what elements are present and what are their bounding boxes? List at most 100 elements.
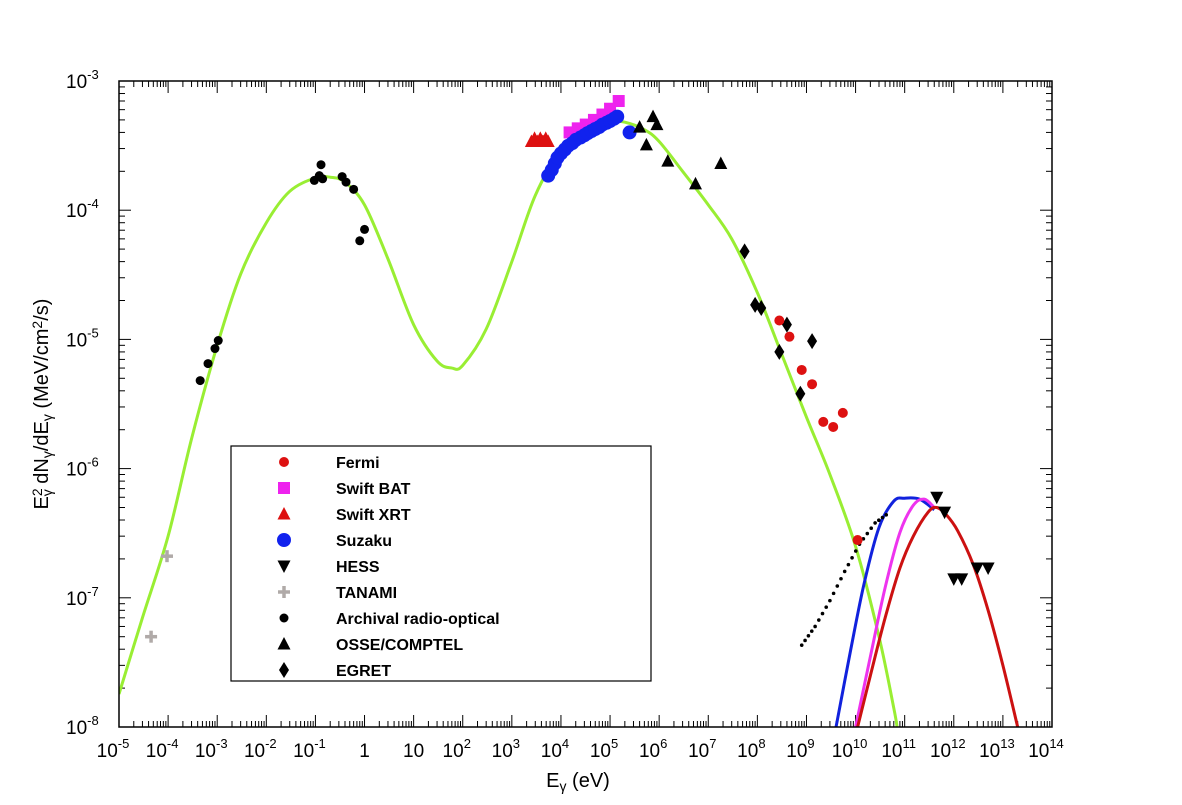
x-tick-base: 10 bbox=[244, 741, 265, 762]
legend-marker-8 bbox=[279, 662, 289, 678]
x-tick-base: 10 bbox=[786, 741, 807, 762]
data-point-triangle-up bbox=[661, 154, 675, 167]
legend-box bbox=[230, 445, 652, 682]
y-tick-label: 10-7 bbox=[66, 584, 99, 610]
x-tick-label: 105 bbox=[590, 736, 618, 762]
model-dot bbox=[869, 526, 874, 531]
y-title-a-sup: 2 bbox=[29, 488, 45, 496]
y-tick-exp: -4 bbox=[87, 196, 99, 211]
data-point-circle-large bbox=[622, 125, 637, 140]
x-tick-base: 10 bbox=[541, 741, 562, 762]
y-tick-label: 10-8 bbox=[66, 713, 99, 739]
y-tick-exp: -8 bbox=[87, 713, 99, 728]
x-tick-base: 10 bbox=[443, 741, 464, 762]
x-tick-labels: 10-5 10-4 10-3 10-2 10-1 1 10 102 103 104 105 106 10… bbox=[97, 736, 1064, 762]
x-tick-label: 1010 bbox=[832, 736, 868, 762]
data-point-circle-small bbox=[203, 359, 213, 369]
data-point-diamond bbox=[756, 299, 767, 316]
model-dot bbox=[813, 624, 817, 629]
model-dot bbox=[806, 634, 811, 638]
x-tick-label: 107 bbox=[688, 736, 716, 762]
model-dot bbox=[835, 584, 840, 588]
model-curve-3 bbox=[856, 505, 1020, 727]
x-axis-title-main: E bbox=[546, 770, 559, 792]
x-tick-base: 10 bbox=[146, 741, 167, 762]
model-curve-0 bbox=[119, 119, 899, 727]
legend-label-2: Swift XRT bbox=[336, 507, 411, 524]
x-tick-base: 10 bbox=[590, 741, 611, 762]
model-dot bbox=[817, 618, 821, 622]
x-tick-base: 1 bbox=[359, 741, 370, 762]
legend-marker-3 bbox=[277, 533, 291, 547]
x-tick-base: 10 bbox=[293, 741, 314, 762]
x-tick-label: 106 bbox=[639, 736, 667, 762]
x-tick-exp: -2 bbox=[265, 736, 277, 751]
x-tick-label: 10-3 bbox=[195, 736, 228, 762]
data-point-diamond bbox=[781, 316, 792, 333]
x-axis-title-sub: γ bbox=[560, 778, 567, 794]
y-tick-exp: -5 bbox=[87, 325, 99, 340]
model-dot bbox=[877, 518, 881, 523]
y-title-c-sub: γ bbox=[39, 414, 55, 421]
x-tick-exp: 9 bbox=[807, 736, 814, 751]
model-dot bbox=[884, 513, 889, 517]
data-point-circle-small bbox=[318, 174, 328, 184]
y-title-d: (MeV/cm bbox=[31, 329, 53, 415]
legend-label-7: OSSE/COMPTEL bbox=[336, 637, 463, 654]
x-tick-base: 10 bbox=[832, 741, 853, 762]
y-tick-exp: -3 bbox=[87, 67, 99, 82]
data-point-square bbox=[612, 95, 625, 108]
data-point-circle-small bbox=[213, 336, 223, 346]
model-dot bbox=[799, 643, 804, 647]
data-point-triangle-down bbox=[938, 506, 952, 520]
x-tick-exp: 6 bbox=[660, 736, 667, 751]
x-tick-exp: -3 bbox=[216, 736, 228, 751]
data-point-circle-small bbox=[316, 160, 326, 170]
data-point-diamond bbox=[774, 343, 785, 360]
x-tick-exp: 10 bbox=[853, 736, 867, 751]
data-points bbox=[145, 95, 995, 643]
data-point-circle-small bbox=[210, 344, 220, 354]
y-tick-base: 10 bbox=[66, 201, 87, 222]
legend-marker-6 bbox=[279, 613, 289, 623]
model-dot bbox=[880, 515, 885, 520]
x-tick-exp: 12 bbox=[951, 736, 965, 751]
legend-marker-0 bbox=[279, 457, 289, 467]
x-tick-exp: 4 bbox=[562, 736, 569, 751]
x-tick-label: 1014 bbox=[1028, 736, 1064, 762]
legend-label-0: Fermi bbox=[336, 455, 380, 472]
x-tick-base: 10 bbox=[97, 741, 118, 762]
data-point-plus bbox=[145, 630, 158, 643]
data-point-circle bbox=[818, 416, 829, 427]
x-tick-label: 104 bbox=[541, 736, 569, 762]
plot-frame bbox=[118, 80, 1053, 728]
data-point-triangle-up bbox=[633, 120, 647, 133]
data-point-triangle-up bbox=[714, 156, 728, 169]
x-tick-label: 109 bbox=[786, 736, 814, 762]
y-title-b: dN bbox=[31, 458, 53, 489]
x-tick-label: 1013 bbox=[979, 736, 1015, 762]
y-tick-base: 10 bbox=[66, 718, 87, 739]
legend-marker-1 bbox=[278, 482, 290, 494]
x-tick-label: 1 bbox=[359, 741, 370, 762]
model-dot bbox=[820, 611, 825, 616]
data-point-triangle-down bbox=[970, 562, 984, 576]
x-tick-label: 108 bbox=[737, 736, 765, 762]
data-point-square bbox=[571, 122, 584, 135]
x-tick-label: 10-1 bbox=[293, 736, 326, 762]
legend-label-8: EGRET bbox=[336, 663, 391, 680]
data-point-triangle-up bbox=[541, 134, 555, 148]
model-dot bbox=[865, 531, 870, 536]
x-axis-title: Eγ (eV) bbox=[546, 770, 610, 794]
legend-label-6: Archival radio-optical bbox=[336, 611, 500, 628]
y-tick-base: 10 bbox=[66, 330, 87, 351]
x-tick-label: 10-4 bbox=[146, 736, 179, 762]
y-tick-label: 10-5 bbox=[66, 325, 99, 351]
x-tick-exp: -5 bbox=[118, 736, 130, 751]
data-point-circle bbox=[807, 379, 818, 390]
data-point-circle-small bbox=[341, 177, 351, 187]
data-point-circle bbox=[828, 421, 839, 432]
x-tick-exp: -4 bbox=[167, 736, 179, 751]
data-point-circle-small bbox=[355, 236, 365, 246]
